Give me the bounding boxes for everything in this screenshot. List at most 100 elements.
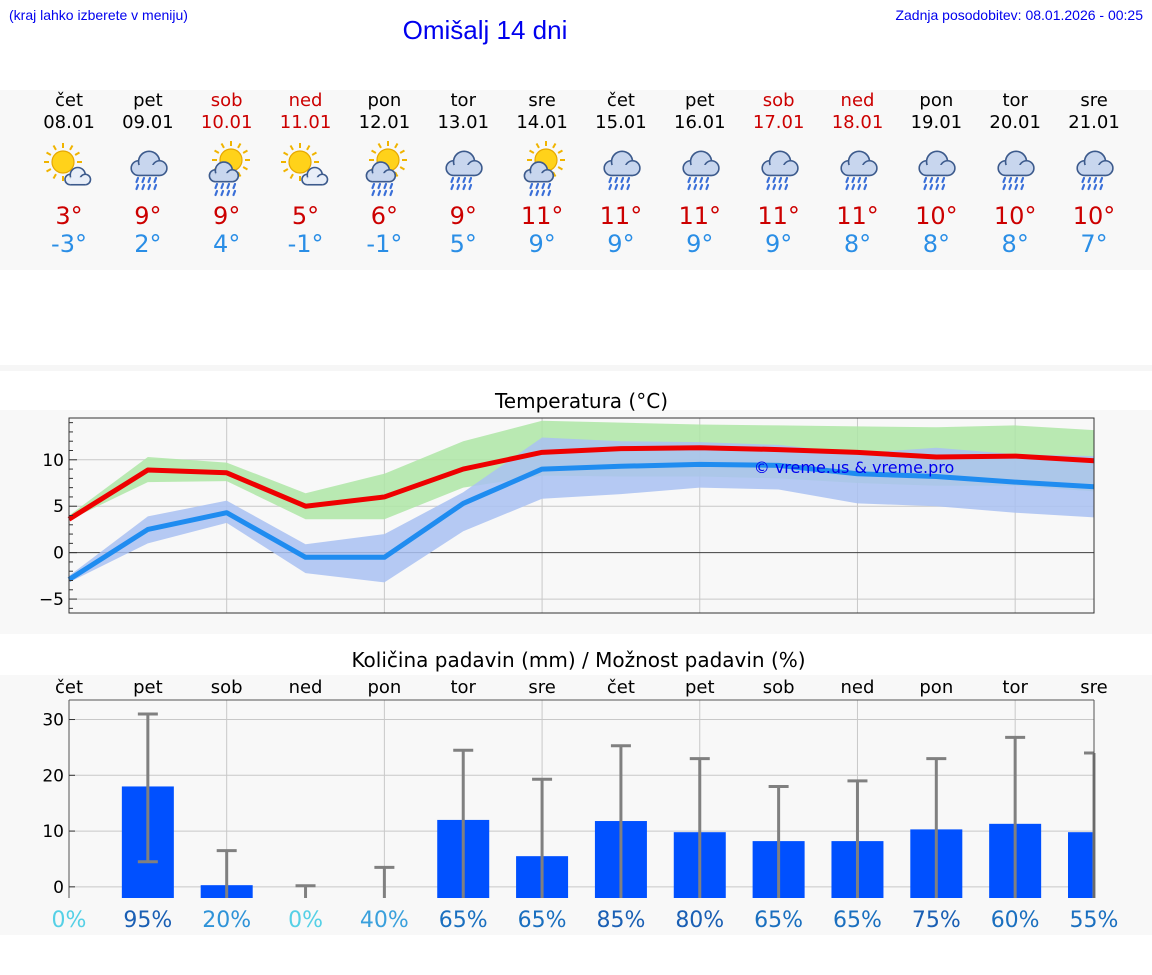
max-temp: 10° (1072, 202, 1116, 230)
max-temp: 11° (757, 202, 800, 230)
rain-cloud-icon (997, 150, 1035, 191)
min-temp: 8° (922, 230, 950, 258)
day-date: 09.01 (122, 112, 174, 133)
sun-cloud-rain-icon (523, 141, 566, 197)
day-column: sob 10.01 9° 4° (187, 90, 267, 258)
day-name: sre (1080, 90, 1108, 111)
precip-chart-title: Količina padavin (mm) / Možnost padavin … (351, 648, 805, 672)
day-column: sre 21.01 10° 7° (1054, 90, 1134, 258)
min-temp-line (67, 461, 1095, 582)
max-temp: 6° (370, 202, 399, 230)
y-tick-label: 0 (53, 544, 64, 564)
rain-cloud-icon (918, 150, 957, 191)
precip-probability: 55% (1070, 908, 1119, 933)
category-label: tor (1002, 677, 1028, 698)
day-name: tor (1002, 90, 1028, 111)
max-temp: 10° (993, 202, 1037, 230)
max-temp: 10° (915, 202, 958, 230)
y-tick-label: 10 (42, 822, 64, 842)
precip-probability: 65% (833, 908, 882, 933)
category-label: sre (528, 677, 555, 698)
day-column: pet 09.01 9° 2° (108, 90, 188, 258)
rain-cloud-icon (839, 150, 878, 191)
precip-probability: 65% (518, 908, 567, 933)
temp-chart-title: Temperatura (°C) (494, 389, 668, 413)
precipitation-chart: Količina padavin (mm) / Možnost padavin … (42, 648, 1119, 933)
min-temp: -3° (51, 230, 87, 258)
max-temp-line (67, 445, 1095, 522)
max-temp: 5° (291, 202, 320, 230)
day-column: pon 12.01 6° -1° (344, 90, 424, 258)
day-date: 13.01 (437, 112, 490, 133)
precip-probability: 65% (754, 908, 803, 933)
precip-probability: 85% (596, 908, 645, 933)
sun-cloud-icon (280, 143, 328, 186)
min-temp: -1° (366, 230, 403, 258)
max-temp: 9° (134, 202, 162, 230)
day-date: 17.01 (752, 112, 805, 133)
category-label: tor (450, 677, 476, 698)
min-temp: 8° (843, 230, 872, 258)
temperature-chart: Temperatura (°C) −5 0 5 10 © vreme.us & vreme… (39, 389, 1095, 614)
day-column: tor 13.01 9° 5° (423, 90, 503, 258)
page-title: Omišalj 14 dni (402, 15, 568, 45)
y-tick-label: −5 (39, 590, 64, 610)
min-temp: 5° (449, 230, 477, 258)
category-label: čet (55, 677, 83, 698)
day-name: pet (685, 90, 715, 111)
precip-probability: 95% (123, 908, 172, 933)
day-date: 16.01 (674, 112, 726, 133)
day-date: 08.01 (43, 112, 95, 133)
precip-bar (1068, 832, 1094, 898)
rain-cloud-icon (1076, 150, 1114, 191)
category-label: sob (763, 677, 795, 698)
day-date: 15.01 (595, 112, 647, 133)
y-tick-label: 20 (42, 766, 64, 786)
precip-probability: 65% (439, 908, 488, 933)
precip-probability: 20% (202, 908, 251, 933)
min-temp: 4° (213, 230, 241, 258)
day-column: pon 19.01 10° 8° (896, 90, 976, 258)
max-temp: 11° (520, 202, 564, 230)
sun-cloud-rain-icon (208, 141, 250, 197)
sun-cloud-icon (44, 143, 92, 186)
day-name: čet (54, 90, 84, 111)
max-temp: 3° (55, 202, 83, 230)
max-temp: 11° (678, 202, 722, 230)
y-tick-label: 10 (42, 451, 64, 471)
min-temp: 9° (765, 230, 793, 258)
sun-cloud-rain-icon (365, 141, 408, 197)
category-label: sob (211, 677, 243, 698)
min-temp: 7° (1080, 230, 1108, 258)
day-column: ned 11.01 5° -1° (266, 90, 346, 258)
last-updated: Zadnja posodobitev: 08.01.2026 - 00:25 (895, 7, 1143, 23)
day-date: 18.01 (831, 112, 884, 133)
min-temp: 9° (686, 230, 714, 258)
day-date: 14.01 (516, 112, 568, 133)
precip-probability: 75% (912, 908, 961, 933)
day-column: ned 18.01 11° 8° (818, 90, 898, 258)
precip-probability: 0% (52, 908, 87, 933)
max-temp: 9° (449, 202, 477, 230)
category-label: sre (1080, 677, 1107, 698)
min-temp: -1° (287, 230, 324, 258)
precip-probability: 60% (991, 908, 1040, 933)
day-column: sre 14.01 11° 9° (502, 90, 582, 258)
min-temp: 8° (1001, 230, 1029, 258)
section-divider (0, 365, 1152, 371)
rain-cloud-icon (445, 150, 483, 191)
min-temp: 9° (528, 230, 556, 258)
category-label: pet (685, 677, 715, 698)
category-label: ned (841, 677, 875, 698)
category-label: pon (367, 677, 401, 698)
y-tick-label: 0 (53, 878, 64, 898)
day-name: ned (288, 90, 323, 111)
day-column: pet 16.01 11° 9° (660, 90, 740, 258)
day-date: 20.01 (989, 112, 1041, 133)
day-name: pon (367, 90, 402, 111)
category-label: ned (289, 677, 323, 698)
day-name: čet (606, 90, 635, 111)
day-name: ned (840, 90, 875, 111)
y-tick-label: 30 (42, 711, 64, 731)
day-column: tor 20.01 10° 8° (975, 90, 1055, 258)
